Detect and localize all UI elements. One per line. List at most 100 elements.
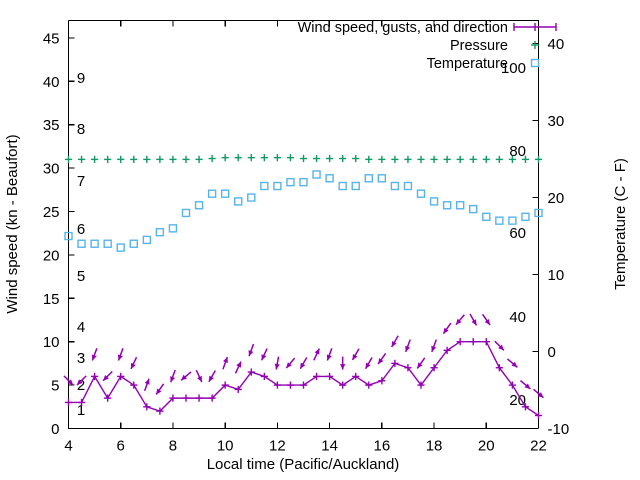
y-right-ticklabel: 40 (548, 36, 565, 53)
wind-direction-arrow (180, 371, 192, 381)
temperature-point (234, 197, 243, 206)
temperature-point (377, 174, 387, 183)
wind-speed-point (221, 381, 229, 389)
beaufort-label: 8 (77, 121, 85, 138)
wind-direction-arrow (351, 348, 360, 361)
temperature-point (338, 181, 347, 191)
pressure-point (117, 155, 125, 163)
wind-speed-point (299, 381, 308, 389)
y-right-ticklabel: -10 (548, 421, 570, 438)
wind-speed-point (273, 381, 281, 389)
y-axis-beaufort-labels: 1 2 3 4 5 6 7 8 9 (77, 70, 85, 419)
temperature-point (220, 189, 230, 198)
pressure-point (234, 154, 242, 162)
wind-speed-point (404, 364, 412, 372)
x-ticklabel: 4 (64, 438, 72, 455)
temperature-point (247, 193, 256, 202)
wind-direction-arrow (170, 369, 176, 383)
wind-direction-arrow (481, 313, 491, 326)
x-axis-ticks (67, 20, 540, 429)
pressure-point (195, 155, 203, 163)
pressure-point (312, 154, 321, 163)
y-left-ticklabel: 45 (43, 30, 60, 47)
y-right-ticklabel: 10 (548, 267, 565, 284)
wind-speed-point (117, 372, 125, 381)
wind-speed-point (234, 385, 242, 394)
wind-speed-point (326, 372, 334, 381)
wind-speed-point (469, 338, 477, 346)
pressure-point (352, 154, 360, 163)
x-axis-ticklabels: 4 6 8 10 12 14 16 18 20 22 (64, 438, 547, 455)
x-axis-title: Local time (Pacific/Auckland) (207, 456, 400, 473)
temperature-point (155, 227, 165, 237)
temperature-point (273, 181, 282, 191)
y-axis-fahrenheit-labels: 20 40 60 80 100 (501, 60, 526, 409)
y-right-ticklabel: 30 (548, 113, 565, 130)
wind-speed-line (68, 340, 539, 417)
wind-direction-arrow (195, 369, 203, 383)
wind-speed-point (391, 359, 399, 367)
pressure-point (430, 155, 438, 163)
temperature-point (260, 181, 269, 191)
temperature-point (194, 201, 204, 210)
beaufort-label: 9 (77, 70, 85, 87)
y-left-ticklabel: 15 (43, 291, 60, 308)
temperature-point (207, 189, 217, 198)
wind-speed-point (339, 381, 347, 389)
pressure-point (104, 155, 112, 163)
y-axis-left-ticks (68, 37, 75, 430)
temperature-point (482, 212, 491, 222)
wind-direction-arrow (63, 375, 74, 386)
legend-marker-2 (531, 41, 539, 49)
plot-frame (67, 19, 540, 430)
fahrenheit-label: 80 (509, 143, 526, 160)
pressure-point (91, 155, 99, 163)
wind-direction-arrow (143, 378, 150, 392)
y-left-ticklabel: 40 (43, 74, 60, 91)
wind-direction-arrow (455, 314, 465, 326)
pressure-point (365, 155, 373, 163)
wind-speed-point (130, 381, 138, 389)
y-left-ticklabel: 30 (43, 161, 60, 178)
x-ticklabel: 20 (478, 438, 495, 455)
legend-label-1: Wind speed, gusts, and direction (298, 20, 508, 36)
legend-label-3: Temperature (427, 56, 508, 72)
y-right-ticklabel: 0 (548, 344, 556, 361)
wind-direction-arrow (340, 356, 346, 370)
temperature-point (77, 239, 86, 248)
pressure-point (143, 155, 151, 163)
wind-direction-arrow (469, 313, 478, 326)
temperature-point (416, 189, 426, 198)
pressure-point (260, 154, 268, 162)
wind-speed-point (182, 394, 190, 402)
y-axis-right-title: Temperature (C - F) (612, 158, 629, 290)
temperature-point (286, 177, 295, 187)
temperature-point (508, 216, 517, 225)
y-axis-left-title: Wind speed (kn - Beaufort) (4, 134, 21, 313)
wind-speed-point (143, 403, 151, 411)
x-ticklabel: 14 (321, 438, 338, 455)
legend-marker-3 (530, 58, 540, 68)
wind-direction-arrow (248, 343, 255, 357)
wind-direction-arrow (506, 358, 518, 368)
wind-speed-point (443, 346, 451, 354)
wind-speed-point (91, 372, 99, 381)
series-temperature (64, 170, 543, 252)
wind-direction-arrow (285, 357, 296, 369)
wind-speed-point (482, 338, 490, 346)
wind-speed-point (104, 394, 112, 402)
wind-speed-point (365, 381, 373, 389)
wind-speed-point (534, 411, 543, 420)
temperature-point (142, 235, 152, 245)
y-left-ticklabel: 20 (43, 247, 60, 264)
wind-direction-arrow (102, 370, 113, 382)
wind-speed-point (247, 368, 255, 376)
temperature-point (312, 170, 321, 179)
pressure-point (521, 155, 530, 163)
legend-marker-1 (513, 23, 557, 31)
pressure-point (456, 155, 464, 163)
beaufort-label: 2 (77, 377, 85, 394)
temperature-point (469, 204, 478, 214)
